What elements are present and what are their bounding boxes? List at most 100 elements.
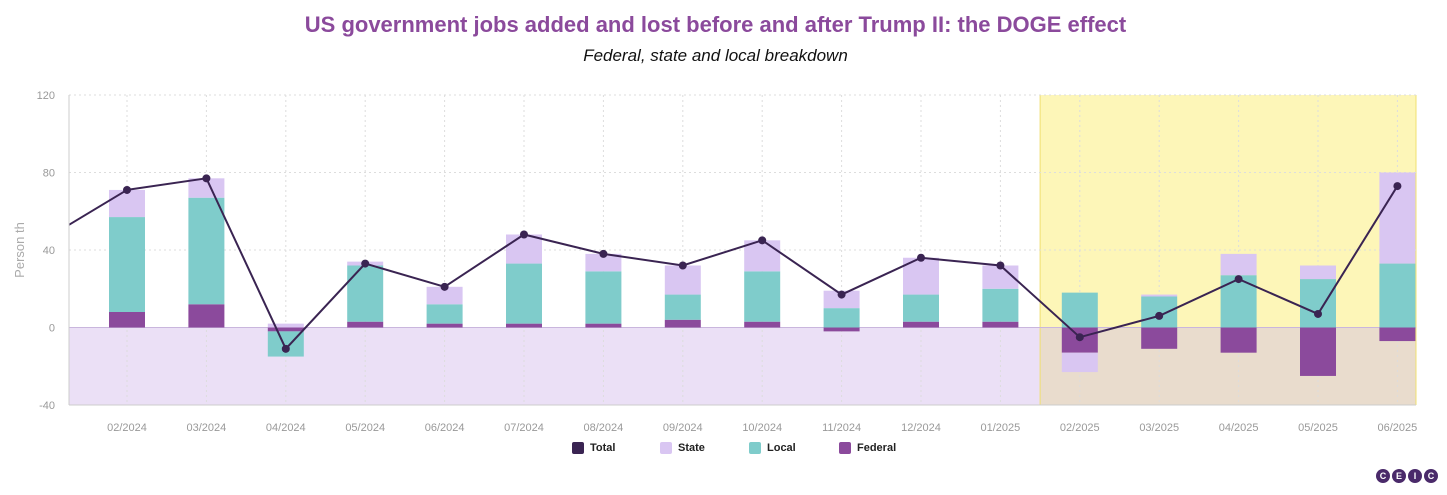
bar-federal <box>188 304 225 328</box>
total-point <box>520 230 528 239</box>
legend-label-local: Local <box>767 442 796 454</box>
chart: -40 0 40 80 120 02/2024 03/2024 04/2024 05/2024 0… <box>12 90 1417 434</box>
x-tick-label: 10/2024 <box>742 422 782 434</box>
total-point <box>837 290 846 299</box>
bar-federal <box>109 312 145 328</box>
total-line <box>68 174 1402 353</box>
y-axis-title: Person th <box>12 222 27 278</box>
bar-federal <box>744 321 781 328</box>
y-tick-label: 80 <box>43 168 55 180</box>
bars <box>109 172 1416 376</box>
bar-federal <box>347 321 384 328</box>
x-tick-label: 11/2024 <box>822 422 861 434</box>
bar-federal <box>1379 327 1416 342</box>
bar-state <box>823 290 860 309</box>
bar-state <box>744 240 781 272</box>
bar-state <box>1220 253 1257 276</box>
total-point <box>1234 275 1243 284</box>
x-tick-label: 06/2025 <box>1378 422 1418 434</box>
bar-state <box>585 253 622 272</box>
total-point <box>917 253 925 262</box>
bar-local <box>347 265 384 322</box>
total-point <box>599 249 608 258</box>
y-tick-label: 40 <box>43 245 55 257</box>
logo-letter: C <box>1424 469 1438 483</box>
x-tick-label: 04/2024 <box>266 422 306 434</box>
bar-state <box>982 265 1019 289</box>
x-tick-label: 04/2025 <box>1219 422 1259 434</box>
total-point <box>202 174 211 183</box>
bar-local <box>982 288 1019 322</box>
bar-state <box>426 286 463 305</box>
bar-state <box>188 178 225 198</box>
total-line-path <box>68 177 1399 351</box>
x-tick-label: 01/2025 <box>981 422 1021 434</box>
x-tick-label: 03/2025 <box>1139 422 1179 434</box>
chart-title: US government jobs added and lost before… <box>304 12 1127 37</box>
legend-label-federal: Federal <box>857 442 897 454</box>
total-point <box>1393 182 1402 191</box>
x-tick-label: 05/2025 <box>1298 422 1338 434</box>
bar-local <box>426 304 463 324</box>
bar-federal <box>823 327 860 332</box>
bar-local <box>188 197 225 305</box>
logo-letter: E <box>1392 469 1406 483</box>
bar-local <box>1300 279 1336 328</box>
x-tick-label: 03/2024 <box>187 422 227 434</box>
x-tick-label: 09/2024 <box>663 422 703 434</box>
y-tick-label: -40 <box>39 400 55 412</box>
grid-lines <box>69 94 1416 406</box>
logo-letter: C <box>1376 469 1390 483</box>
bar-federal <box>426 323 463 328</box>
total-point <box>440 282 449 291</box>
bar-federal <box>1220 327 1257 353</box>
bar-federal <box>1300 327 1336 376</box>
bar-federal <box>1141 327 1178 349</box>
axes: -40 0 40 80 120 02/2024 03/2024 04/2024 05/2024 0… <box>12 90 1417 434</box>
x-tick-label: 07/2024 <box>504 422 544 434</box>
bar-state <box>664 265 701 295</box>
total-point <box>1314 309 1322 318</box>
total-point <box>758 236 767 245</box>
bar-state <box>1061 352 1098 373</box>
bar-federal <box>664 319 701 328</box>
bar-local <box>1061 292 1098 328</box>
bar-state <box>506 234 542 264</box>
legend-item-federal[interactable]: Federal <box>839 442 896 454</box>
bar-local <box>1379 263 1416 328</box>
bar-local <box>585 271 622 324</box>
ceic-logo: C E I C <box>1376 466 1438 486</box>
total-point <box>1155 311 1164 320</box>
x-tick-label: 06/2024 <box>425 422 465 434</box>
bar-local <box>664 294 701 320</box>
bar-state <box>1300 265 1336 280</box>
legend-swatch-local <box>749 442 761 454</box>
bar-local <box>506 263 542 324</box>
x-tick-label: 02/2024 <box>107 422 147 434</box>
y-tick-label: 0 <box>49 323 55 335</box>
x-tick-label: 05/2024 <box>345 422 385 434</box>
bar-federal <box>982 321 1019 328</box>
legend-label-state: State <box>678 442 705 454</box>
total-point <box>361 259 370 268</box>
legend-item-state[interactable]: State <box>660 442 705 454</box>
legend-item-local[interactable]: Local <box>749 442 796 454</box>
legend-swatch-state <box>660 442 672 454</box>
bar-federal <box>267 327 304 332</box>
chart-subtitle: Federal, state and local breakdown <box>583 46 848 65</box>
bar-state <box>1141 294 1178 297</box>
x-tick-label: 08/2024 <box>584 422 624 434</box>
background-bands <box>69 95 1417 405</box>
legend-swatch-federal <box>839 442 851 454</box>
bar-local <box>744 271 781 322</box>
bar-state <box>267 323 304 328</box>
bar-federal <box>506 323 542 328</box>
total-point <box>678 261 687 270</box>
x-tick-label: 12/2024 <box>901 422 941 434</box>
bar-federal <box>903 321 939 328</box>
legend-item-total[interactable]: Total <box>572 442 615 454</box>
total-point <box>123 185 131 194</box>
logo-letter: I <box>1408 469 1422 483</box>
legend-swatch-total <box>572 442 584 454</box>
total-point <box>281 344 290 353</box>
